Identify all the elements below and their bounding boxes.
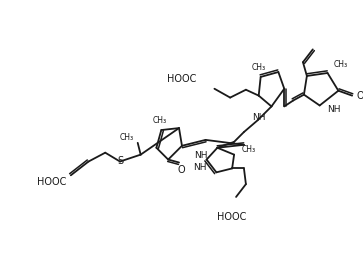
Text: CH₃: CH₃: [334, 60, 347, 69]
Text: S: S: [117, 156, 123, 165]
Text: CH₃: CH₃: [152, 116, 166, 125]
Text: HOOC: HOOC: [37, 177, 66, 187]
Text: CH₃: CH₃: [120, 134, 134, 142]
Text: NH: NH: [193, 163, 206, 172]
Text: NH: NH: [194, 151, 208, 160]
Text: O: O: [356, 91, 363, 101]
Text: O: O: [177, 165, 185, 175]
Text: NH: NH: [252, 113, 265, 122]
Text: NH: NH: [327, 105, 341, 114]
Text: HOOC: HOOC: [167, 74, 197, 84]
Text: CH₃: CH₃: [252, 63, 266, 72]
Text: CH₃: CH₃: [242, 145, 256, 154]
Text: HOOC: HOOC: [217, 212, 247, 222]
